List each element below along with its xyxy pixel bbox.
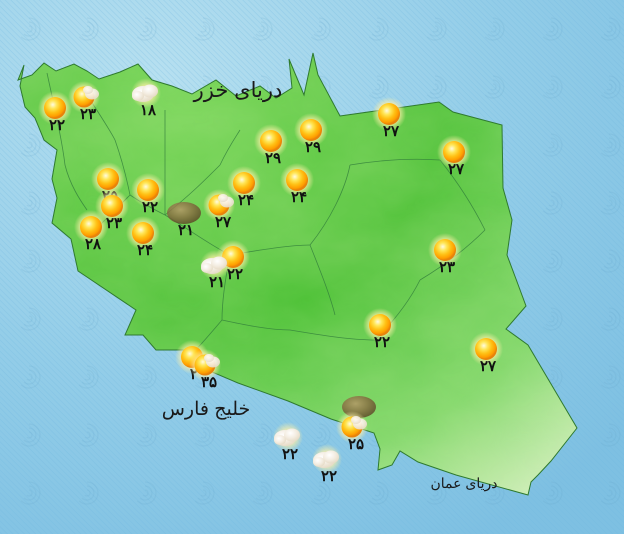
svg-text:۳۵: ۳۵ [201,374,217,391]
svg-text:۲۱: ۲۱ [178,222,194,239]
svg-text:۲۷: ۲۷ [448,161,465,178]
svg-text:۲۸: ۲۸ [85,236,102,253]
svg-text:۲۲: ۲۲ [142,199,158,216]
svg-text:۲۴: ۲۴ [291,189,307,206]
svg-text:۱۸: ۱۸ [140,102,157,119]
svg-text:۲۳: ۲۳ [106,215,122,232]
svg-text:۲۲: ۲۲ [374,334,390,351]
svg-text:۲۲: ۲۲ [321,468,337,485]
svg-text:۲۲: ۲۲ [49,117,65,134]
svg-text:۲۵: ۲۵ [348,436,364,453]
svg-text:۲۷: ۲۷ [480,358,497,375]
svg-text:۲۳: ۲۳ [80,106,96,123]
svg-text:۲۹: ۲۹ [305,139,321,156]
svg-text:۲۳: ۲۳ [439,259,455,276]
svg-text:خلیج فارس: خلیج فارس [162,399,251,420]
svg-text:۲۱: ۲۱ [209,274,225,291]
svg-text:۲۹: ۲۹ [265,150,281,167]
svg-text:۲۴: ۲۴ [238,192,254,209]
svg-text:۲۲: ۲۲ [282,446,298,463]
svg-text:۲۴: ۲۴ [137,242,153,259]
svg-text:دریای عمان: دریای عمان [431,475,498,492]
svg-text:۲۷: ۲۷ [215,214,232,231]
svg-text:۲۷: ۲۷ [383,123,400,140]
svg-text:دریای خزر: دریای خزر [193,79,283,103]
